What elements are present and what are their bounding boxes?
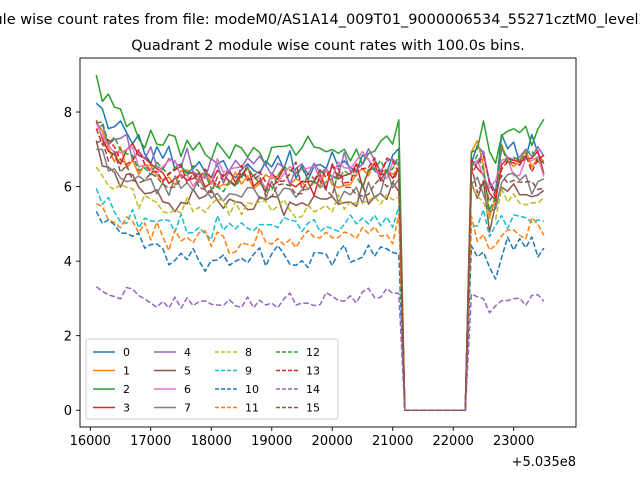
series-line-14 (95, 286, 545, 411)
x-tick-label: 23000 (493, 434, 534, 449)
legend-label-10: 10 (245, 383, 259, 396)
y-tick-label: 0 (64, 404, 72, 419)
plot-area (95, 74, 545, 411)
series-line-11 (96, 203, 545, 411)
x-tick-label: 19000 (251, 434, 292, 449)
legend-label-2: 2 (123, 383, 130, 396)
legend-label-9: 9 (245, 365, 252, 378)
series-line-15 (95, 139, 545, 411)
legend-label-14: 14 (306, 383, 320, 396)
legend-label-0: 0 (123, 346, 130, 359)
x-tick-label: 16000 (70, 434, 111, 449)
y-tick-label: 2 (64, 330, 72, 345)
y-axis: 0 2 4 6 8 (64, 106, 80, 419)
chart-title: Quadrant 2 module wise count rates with … (131, 38, 525, 54)
legend-label-12: 12 (306, 346, 320, 359)
legend-label-7: 7 (184, 402, 191, 415)
legend-label-8: 8 (245, 346, 252, 359)
x-tick-label: 21000 (372, 434, 413, 449)
legend-label-1: 1 (123, 365, 130, 378)
y-tick-label: 8 (64, 106, 72, 121)
figure-suptitle: Quadrant 2 module wise count rates from … (0, 12, 640, 28)
legend-label-15: 15 (306, 402, 320, 415)
x-tick-label: 18000 (191, 434, 232, 449)
axes-frame (79, 57, 577, 428)
legend-label-3: 3 (123, 402, 130, 415)
y-tick-label: 4 (64, 255, 72, 270)
series-line-8 (95, 166, 545, 411)
x-tick-label: 22000 (433, 434, 474, 449)
legend-label-5: 5 (184, 365, 191, 378)
legend-box (85, 338, 339, 420)
legend-label-6: 6 (184, 383, 191, 396)
x-axis: 16000 17000 18000 19000 20000 21000 22000 23000 (70, 427, 534, 449)
legend-label-11: 11 (245, 402, 259, 415)
x-tick-label: 20000 (312, 434, 353, 449)
legend-label-13: 13 (306, 365, 320, 378)
y-tick-label: 6 (64, 181, 72, 196)
x-offset-label: +5.035e8 (512, 455, 576, 470)
legend-label-4: 4 (184, 346, 191, 359)
x-tick-label: 17000 (130, 434, 171, 449)
